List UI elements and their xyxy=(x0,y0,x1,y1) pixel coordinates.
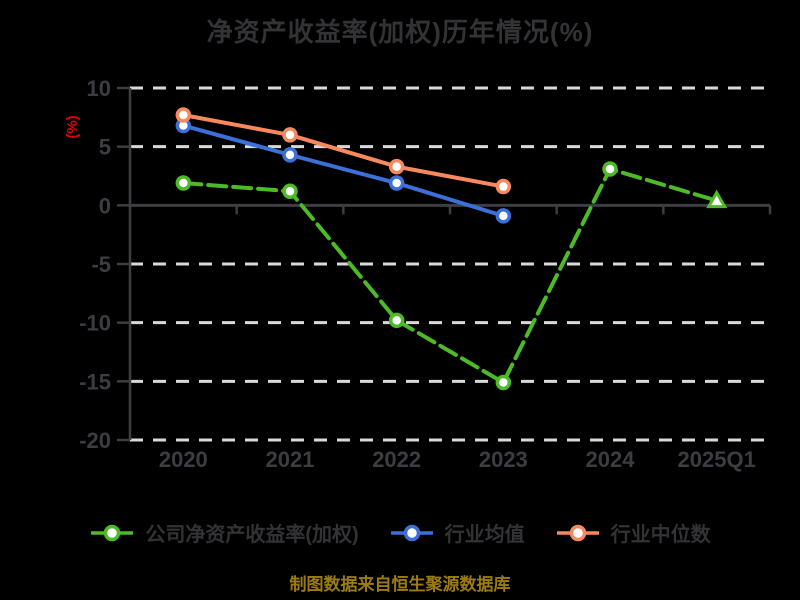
x-tick-label: 2024 xyxy=(586,447,636,472)
series-line-2 xyxy=(181,112,506,189)
series-line-1 xyxy=(181,123,506,218)
y-tick-label: -5 xyxy=(91,252,111,277)
legend-item-1[interactable]: 行业均值 xyxy=(389,518,525,547)
data-point-marker[interactable] xyxy=(495,208,512,224)
legend-label: 行业均值 xyxy=(444,524,525,546)
data-point-marker[interactable] xyxy=(602,161,618,177)
x-tick-label: 2022 xyxy=(372,447,421,472)
data-point-marker[interactable] xyxy=(175,107,192,123)
legend-label: 行业中位数 xyxy=(610,524,711,546)
legend-marker-icon xyxy=(556,524,599,541)
data-point-marker[interactable] xyxy=(282,183,298,200)
data-point-marker[interactable] xyxy=(388,312,405,329)
series-line-0 xyxy=(181,166,719,385)
legend-item-0[interactable]: 公司净资产收益率(加权) xyxy=(89,518,359,547)
data-point-marker[interactable] xyxy=(388,158,405,175)
x-tick-label: 2023 xyxy=(479,447,528,472)
y-tick-label: 10 xyxy=(87,76,111,101)
legend-item-2[interactable]: 行业中位数 xyxy=(555,518,711,547)
data-point-marker-triangle[interactable] xyxy=(706,189,728,209)
chart-legend: 公司净资产收益率(加权) 行业均值 行业中位数 xyxy=(0,518,800,547)
data-point-marker[interactable] xyxy=(388,175,405,191)
y-tick-label: 5 xyxy=(99,135,111,160)
data-point-marker[interactable] xyxy=(282,147,298,163)
legend-marker-icon xyxy=(390,524,433,541)
y-tick-label: -15 xyxy=(79,369,111,394)
x-tick-label: 2020 xyxy=(159,447,208,472)
chart-title: 净资产收益率(加权)历年情况(%) xyxy=(206,17,594,47)
x-tick-label: 2025Q1 xyxy=(678,447,756,472)
data-point-marker[interactable] xyxy=(175,175,192,191)
data-point-marker[interactable] xyxy=(495,374,512,391)
data-point-marker[interactable] xyxy=(495,178,512,195)
x-tick-label: 2021 xyxy=(266,447,315,472)
legend-marker-icon xyxy=(91,524,134,541)
y-tick-label: 0 xyxy=(99,193,111,218)
data-point-marker[interactable] xyxy=(282,127,298,143)
legend-label: 公司净资产收益率(加权) xyxy=(145,524,359,546)
y-tick-label: -20 xyxy=(79,428,111,453)
y-tick-label: -10 xyxy=(79,311,111,336)
data-source-footer: 制图数据来自恒生聚源数据库 xyxy=(289,575,511,594)
